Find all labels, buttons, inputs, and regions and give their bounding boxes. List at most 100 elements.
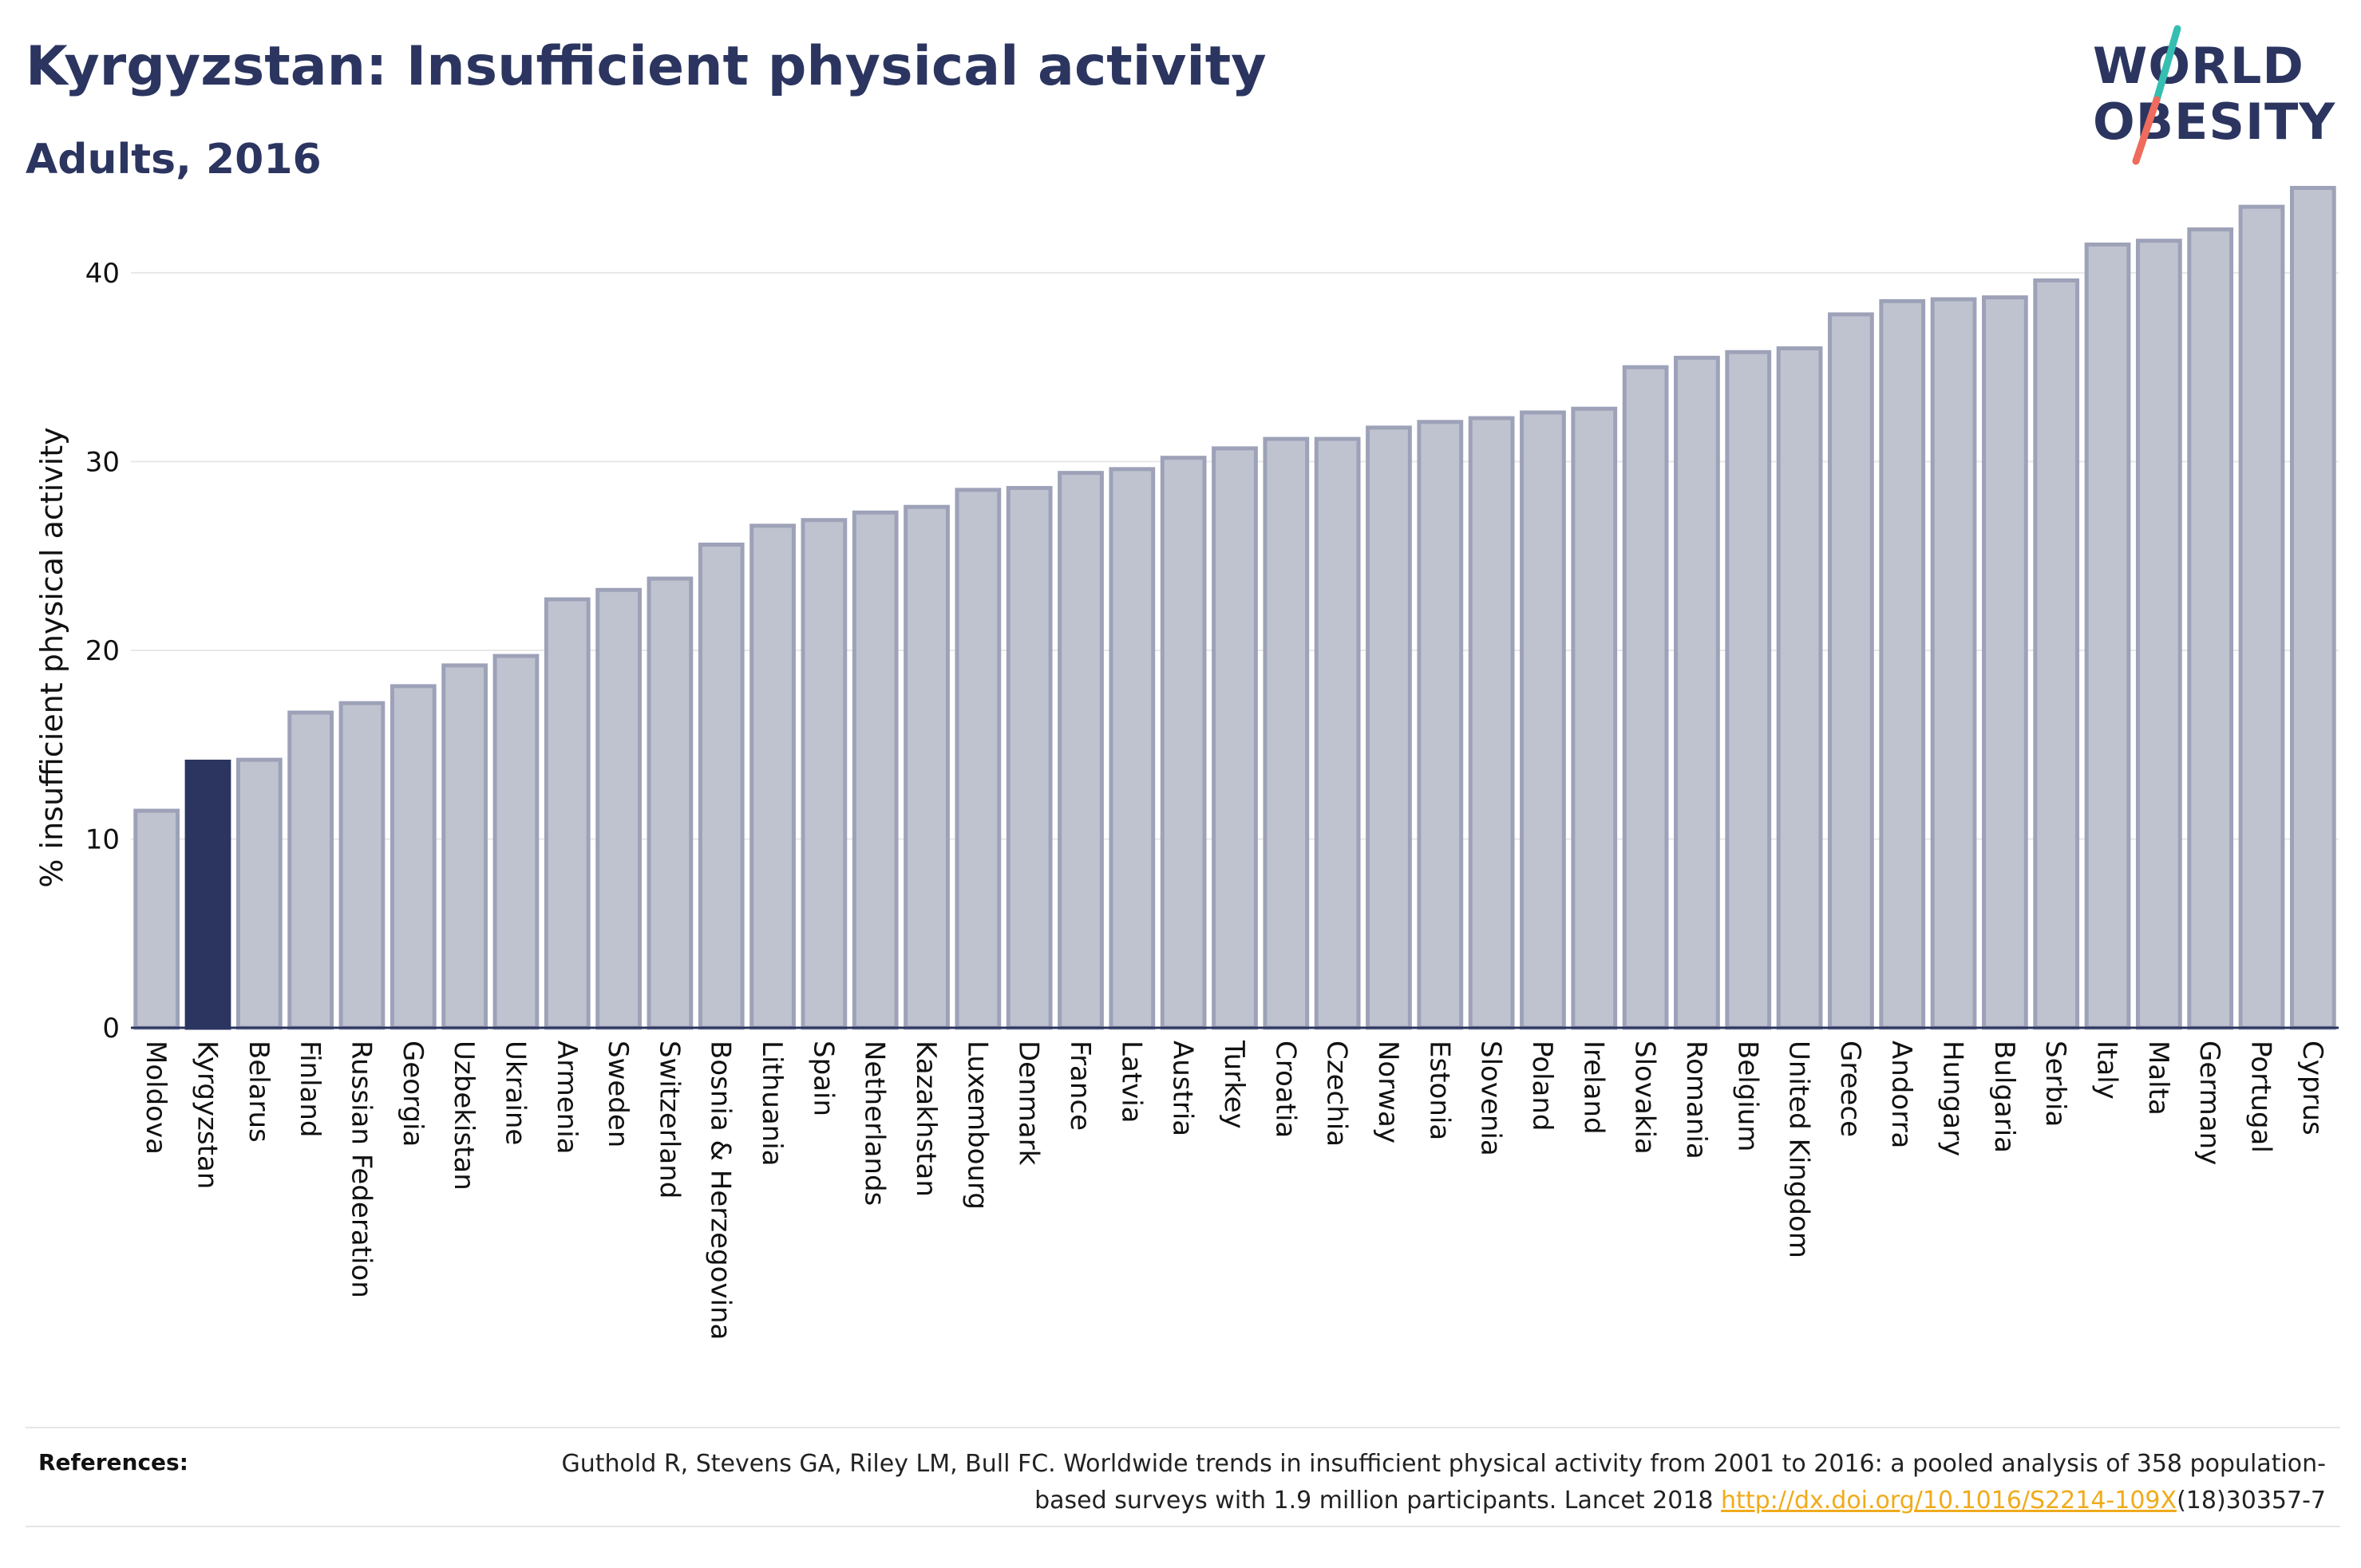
- x-tick-label: Serbia: [2039, 1041, 2071, 1127]
- x-tick-label: Poland: [1526, 1041, 1558, 1132]
- x-tick-label: Kazakhstan: [910, 1041, 942, 1197]
- bar: [1366, 425, 1412, 1030]
- bar: [1776, 346, 1823, 1030]
- bar: [287, 710, 334, 1030]
- x-tick-label: Norway: [1372, 1041, 1404, 1143]
- x-tick-label: Estonia: [1423, 1041, 1455, 1140]
- bar: [1058, 471, 1104, 1030]
- bar: [2238, 204, 2285, 1030]
- bar: [1006, 486, 1053, 1030]
- x-tick-label: Bulgaria: [1988, 1041, 2020, 1153]
- bars: [133, 185, 2336, 1030]
- x-tick-label: Turkey: [1218, 1040, 1250, 1129]
- bar: [544, 597, 591, 1030]
- x-tick-label: Armenia: [551, 1041, 583, 1155]
- bar: [1828, 312, 1874, 1030]
- x-tick-label: Slovenia: [1475, 1041, 1507, 1156]
- chart-title: Kyrgyzstan: Insufficient physical activi…: [26, 35, 1267, 98]
- x-tick-label: Bosnia & Herzegovina: [705, 1041, 737, 1340]
- x-tick-label: Portugal: [2245, 1041, 2277, 1153]
- bar: [1263, 436, 1310, 1030]
- bar: [1417, 420, 1464, 1030]
- reference-citation: Guthold R, Stevens GA, Riley LM, Bull FC…: [561, 1450, 2326, 1515]
- x-tick-label: Russian Federation: [345, 1041, 377, 1298]
- x-tick-label: Netherlands: [859, 1041, 891, 1206]
- bar: [698, 543, 745, 1030]
- bar: [441, 663, 488, 1030]
- x-tick-label: Latvia: [1115, 1041, 1147, 1124]
- bar: [749, 523, 796, 1030]
- y-tick-label: 10: [85, 823, 120, 855]
- bar: [1520, 410, 1566, 1030]
- chart-subtitle: Adults, 2016: [26, 136, 322, 184]
- logo-word-obesity: OBESITY: [2093, 93, 2336, 151]
- x-tick-label: Hungary: [1937, 1041, 1969, 1156]
- bar: [1160, 456, 1207, 1030]
- bar: [1725, 350, 1772, 1030]
- bar: [1109, 467, 1156, 1030]
- bar: [904, 504, 950, 1030]
- bar: [2289, 185, 2336, 1030]
- x-tick-label: Spain: [807, 1041, 839, 1116]
- reference-doi-link[interactable]: http://dx.doi.org/10.1016/S2214-109X: [1721, 1487, 2177, 1515]
- x-tick-label: Slovakia: [1629, 1041, 1661, 1155]
- axis-labels: 0 10 20 30 40 Moldova Kyrgyzstan Belarus Finland…: [34, 258, 2328, 1340]
- x-tick-label: Belgium: [1731, 1041, 1763, 1151]
- x-tick-label: Italy: [2091, 1041, 2123, 1100]
- x-tick-label: Finland: [294, 1041, 326, 1138]
- divider-top: [26, 1427, 2340, 1428]
- bar: [1468, 416, 1515, 1030]
- y-tick-label: 30: [85, 446, 120, 478]
- logo-word-world: WORLD: [2093, 37, 2304, 95]
- reference-citation-end: (18)30357-7: [2177, 1487, 2326, 1515]
- bar: [390, 684, 437, 1030]
- y-tick-label: 20: [85, 635, 120, 667]
- x-tick-label: Kyrgyzstan: [191, 1041, 223, 1189]
- bar: [1930, 297, 1977, 1030]
- bar-chart: 0 10 20 30 40 Moldova Kyrgyzstan Belarus Finland…: [34, 185, 2339, 1340]
- x-tick-label: France: [1064, 1041, 1096, 1131]
- x-tick-label: Sweden: [602, 1041, 634, 1147]
- x-tick-label: Romania: [1680, 1041, 1712, 1159]
- bar: [1982, 295, 2028, 1030]
- bar: [1879, 298, 1926, 1030]
- x-tick-label: Germany: [2193, 1041, 2225, 1165]
- x-tick-label: Croatia: [1269, 1041, 1301, 1138]
- x-tick-label: Denmark: [1013, 1041, 1045, 1166]
- bar: [2033, 278, 2080, 1030]
- bar: [595, 587, 642, 1030]
- divider-bottom: [26, 1526, 2340, 1527]
- bar: [235, 757, 283, 1030]
- logo-slash-icon: [2132, 25, 2181, 165]
- x-tick-label: Uzbekistan: [448, 1041, 480, 1191]
- x-tick-label: Georgia: [397, 1041, 429, 1147]
- bar: [801, 518, 848, 1030]
- bar: [1674, 355, 1720, 1030]
- x-tick-label: United Kingdom: [1783, 1041, 1815, 1258]
- y-axis-title: % insufficient physical activity: [34, 427, 69, 887]
- bar: [492, 654, 540, 1030]
- x-tick-label: Ireland: [1577, 1041, 1609, 1135]
- bar: [338, 701, 386, 1030]
- x-tick-label: Luxembourg: [961, 1041, 993, 1210]
- bar: [1622, 365, 1669, 1030]
- bar: [647, 576, 694, 1030]
- bar: [2135, 239, 2182, 1030]
- bar: [2187, 227, 2234, 1030]
- x-tick-label: Belarus: [243, 1041, 275, 1143]
- bar: [955, 488, 1002, 1030]
- x-tick-label: Andorra: [1885, 1041, 1917, 1148]
- x-tick-label: Malta: [2142, 1041, 2174, 1116]
- bar: [852, 510, 899, 1030]
- references-label: References:: [38, 1449, 188, 1475]
- x-tick-label: Austria: [1167, 1041, 1199, 1136]
- y-tick-label: 40: [85, 258, 120, 290]
- bar: [1571, 406, 1618, 1030]
- bar: [1212, 446, 1258, 1030]
- x-tick-label: Moldova: [140, 1041, 172, 1155]
- x-tick-label: Greece: [1834, 1041, 1866, 1137]
- y-tick-label: 0: [102, 1013, 120, 1045]
- x-tick-label: Switzerland: [653, 1041, 685, 1199]
- x-tick-label: Cyprus: [2296, 1041, 2328, 1136]
- references-text: Guthold R, Stevens GA, Riley LM, Bull FC…: [490, 1446, 2326, 1519]
